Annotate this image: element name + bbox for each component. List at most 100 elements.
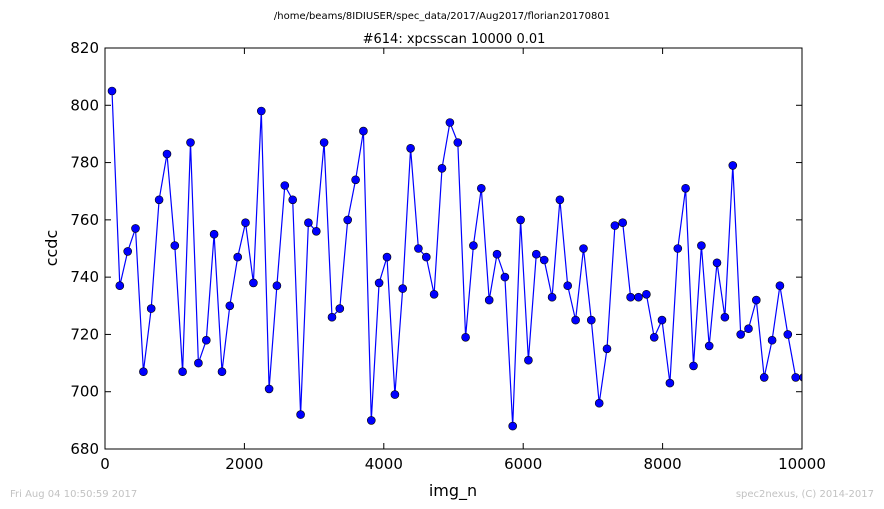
data-point	[751, 295, 761, 305]
data-point	[437, 164, 447, 173]
data-point	[476, 184, 486, 193]
data-point	[539, 255, 549, 265]
data-point	[524, 355, 533, 365]
data-point	[492, 249, 502, 259]
x-tick-label: 2000	[225, 455, 263, 473]
data-point	[728, 161, 738, 170]
plot-area	[107, 86, 802, 431]
data-point	[610, 221, 620, 230]
data-point	[673, 244, 683, 253]
data-point	[571, 315, 580, 325]
data-point	[209, 229, 219, 239]
data-point	[264, 384, 274, 394]
data-point	[162, 149, 172, 159]
data-point	[217, 367, 227, 377]
data-point	[398, 284, 408, 293]
data-point	[154, 195, 164, 205]
x-tick-label: 6000	[504, 455, 542, 473]
data-point	[382, 252, 392, 262]
data-point	[123, 247, 132, 256]
y-tick-label: 820	[70, 39, 99, 57]
y-tick-label: 800	[70, 96, 99, 114]
data-point	[720, 312, 730, 322]
data-point	[602, 344, 612, 354]
data-point	[139, 367, 148, 377]
data-point	[319, 138, 329, 147]
timestamp-footer: Fri Aug 04 10:50:59 2017	[10, 489, 138, 500]
y-tick-label: 760	[70, 211, 99, 229]
data-point	[429, 289, 439, 299]
data-point	[296, 410, 305, 419]
data-point	[531, 249, 541, 259]
data-point	[311, 227, 321, 236]
data-point	[107, 86, 117, 96]
x-tick-label: 10000	[778, 455, 826, 473]
x-tick-label: 8000	[644, 455, 682, 473]
data-point	[594, 398, 604, 408]
data-point	[791, 373, 801, 382]
data-point	[194, 358, 203, 368]
data-point	[775, 281, 785, 291]
data-point	[225, 301, 235, 311]
data-point	[351, 175, 360, 185]
chart-suptitle: /home/beams/8IDIUSER/spec_data/2017/Aug2…	[274, 11, 610, 22]
data-point	[146, 304, 156, 313]
data-point	[272, 281, 282, 291]
data-point	[657, 315, 667, 325]
data-point	[241, 218, 250, 227]
y-tick-label: 700	[70, 383, 99, 401]
data-point	[170, 241, 180, 250]
plot-frame	[104, 47, 803, 450]
data-point	[249, 278, 258, 288]
data-point	[697, 241, 706, 250]
data-point	[186, 138, 195, 147]
data-point	[421, 252, 431, 262]
y-tick-label: 740	[70, 268, 99, 286]
data-point	[256, 106, 266, 116]
data-point	[469, 241, 478, 250]
data-point	[445, 118, 455, 127]
data-point	[390, 390, 400, 399]
y-tick-label: 780	[70, 154, 99, 172]
y-axis-label: ccdc	[42, 230, 61, 267]
data-point	[626, 292, 635, 302]
data-point	[414, 244, 423, 253]
data-point	[799, 373, 802, 382]
data-point	[579, 244, 588, 253]
data-point	[359, 126, 368, 136]
data-point	[202, 335, 211, 345]
data-point	[131, 224, 140, 233]
x-tick-label: 4000	[365, 455, 403, 473]
data-point	[681, 184, 690, 193]
data-point	[304, 218, 313, 227]
data-point	[288, 195, 298, 205]
data-point	[516, 215, 525, 225]
credit-footer: spec2nexus, (C) 2014-2017	[735, 489, 874, 500]
x-axis-label: img_n	[429, 481, 477, 501]
data-point	[744, 324, 753, 334]
data-point	[500, 272, 510, 282]
x-tick-label: 0	[100, 455, 110, 473]
axes-ticks: 0 2000 4000 6000 8000 10000 680 700 720 740 760 780…	[70, 39, 826, 473]
data-point	[115, 281, 125, 291]
data-point	[665, 378, 675, 388]
data-point	[233, 252, 242, 262]
data-point	[280, 181, 290, 190]
data-point	[178, 367, 187, 377]
data-point	[374, 278, 384, 288]
data-point	[736, 330, 746, 339]
data-point	[555, 195, 565, 205]
data-point	[484, 295, 494, 305]
data-point	[712, 258, 722, 268]
data-point	[453, 138, 463, 147]
data-point	[461, 332, 470, 342]
data-point	[759, 373, 769, 382]
data-point	[406, 144, 415, 153]
data-point	[704, 341, 714, 351]
data-point	[649, 332, 659, 342]
data-point	[343, 215, 353, 225]
data-point	[689, 361, 698, 371]
y-tick-label: 720	[70, 325, 99, 343]
data-point	[366, 416, 376, 425]
chart-title: #614: xpcsscan 10000 0.01	[363, 32, 546, 47]
